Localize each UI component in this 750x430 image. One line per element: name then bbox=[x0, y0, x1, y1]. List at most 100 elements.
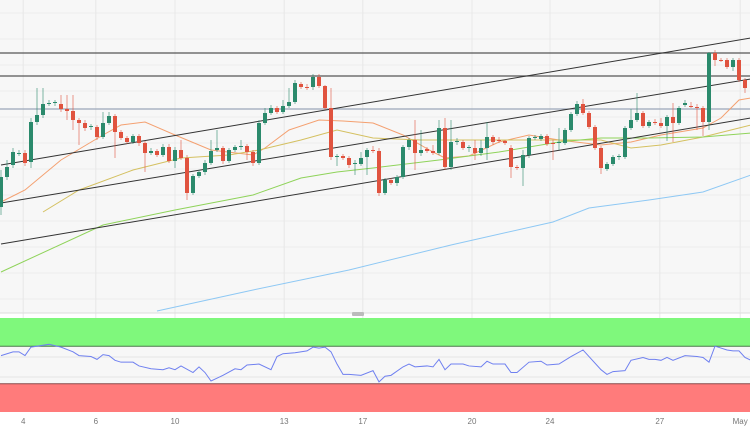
candle-bearish bbox=[221, 148, 225, 161]
trend-line bbox=[0, 78, 750, 204]
candle-bearish bbox=[113, 116, 117, 132]
candle-bearish bbox=[443, 128, 447, 167]
candle-bearish bbox=[371, 150, 375, 151]
candle-bullish bbox=[191, 176, 195, 193]
rsi-oversold-zone bbox=[0, 383, 750, 412]
candle-bullish bbox=[293, 83, 297, 102]
candle-bullish bbox=[401, 147, 405, 177]
candle-bearish bbox=[425, 149, 429, 151]
rsi-overbought-zone bbox=[0, 318, 750, 347]
candle-bearish bbox=[509, 148, 513, 167]
candle-bullish bbox=[485, 137, 489, 148]
x-tick-label: 4 bbox=[21, 417, 26, 426]
candle-bullish bbox=[647, 122, 651, 126]
candle-bullish bbox=[203, 163, 207, 172]
x-axis: 4 6 10 13 17 20 24 27 May bbox=[21, 417, 748, 426]
candle-bearish bbox=[551, 143, 555, 144]
x-tick-label: 6 bbox=[94, 417, 99, 426]
candle-bearish bbox=[653, 122, 657, 123]
candle-bearish bbox=[491, 137, 495, 142]
trend-line bbox=[0, 37, 750, 166]
candle-bearish bbox=[743, 80, 747, 88]
candle-bearish bbox=[473, 148, 477, 153]
rsi-line bbox=[0, 343, 750, 383]
candle-bearish bbox=[719, 60, 723, 61]
candle-bullish bbox=[359, 158, 363, 164]
x-tick-label: 13 bbox=[280, 417, 289, 426]
candle-bullish bbox=[233, 147, 237, 150]
candle-bearish bbox=[155, 151, 159, 155]
rsi-pane bbox=[0, 318, 750, 412]
candle-bullish bbox=[0, 177, 3, 207]
candle-bearish bbox=[83, 123, 87, 128]
candle-bullish bbox=[533, 137, 537, 138]
candle-bullish bbox=[257, 123, 261, 163]
candle-bearish bbox=[587, 113, 591, 127]
candle-bearish bbox=[299, 84, 303, 87]
candle-bearish bbox=[377, 151, 381, 193]
candle-bullish bbox=[29, 122, 33, 162]
x-tick-label: 27 bbox=[655, 417, 664, 426]
candle-bullish bbox=[215, 148, 219, 150]
candle-bullish bbox=[17, 153, 21, 154]
candle-bullish bbox=[437, 128, 441, 153]
candle-bearish bbox=[137, 136, 141, 143]
candle-bullish bbox=[89, 126, 93, 127]
candle-bearish bbox=[65, 109, 69, 111]
candle-bearish bbox=[713, 53, 717, 60]
candle-bullish bbox=[665, 117, 669, 126]
candle-bearish bbox=[671, 117, 675, 123]
candle-bearish bbox=[179, 150, 183, 158]
candle-bullish bbox=[605, 164, 609, 169]
candle-bullish bbox=[617, 156, 621, 157]
candle-bearish bbox=[659, 123, 663, 126]
candle-bullish bbox=[353, 163, 357, 164]
candle-bearish bbox=[329, 108, 333, 157]
candle-bearish bbox=[125, 138, 129, 142]
candle-bearish bbox=[701, 108, 705, 122]
candle-bullish bbox=[287, 102, 291, 106]
candle-bullish bbox=[383, 180, 387, 193]
candle-bullish bbox=[53, 102, 57, 103]
candle-bearish bbox=[689, 106, 693, 107]
candle-bullish bbox=[419, 150, 423, 153]
candle-bullish bbox=[449, 142, 453, 167]
candle-bullish bbox=[407, 140, 411, 147]
candle-bearish bbox=[581, 104, 585, 113]
candle-bearish bbox=[275, 108, 279, 112]
candle-bullish bbox=[5, 167, 9, 177]
candle-bearish bbox=[599, 148, 603, 168]
candle-bullish bbox=[479, 148, 483, 153]
candle-bullish bbox=[131, 136, 135, 142]
x-tick-label: May bbox=[733, 417, 748, 426]
candle-bullish bbox=[455, 141, 459, 142]
moving-average-line bbox=[156, 174, 750, 312]
candle-bullish bbox=[101, 123, 105, 137]
candle-bullish bbox=[11, 152, 15, 165]
candle-bullish bbox=[557, 142, 561, 143]
candle-bullish bbox=[269, 108, 273, 113]
x-tick-label: 24 bbox=[546, 417, 555, 426]
candle-bullish bbox=[365, 150, 369, 157]
candle-bearish bbox=[167, 147, 171, 161]
candle-bearish bbox=[725, 60, 729, 67]
candle-bearish bbox=[503, 141, 507, 143]
pane-resize-handle[interactable] bbox=[352, 312, 364, 316]
candle-bearish bbox=[593, 127, 597, 148]
candle-bullish bbox=[683, 103, 687, 105]
candle-bearish bbox=[461, 142, 465, 148]
candle-bearish bbox=[341, 156, 345, 158]
candle-bullish bbox=[197, 172, 201, 176]
candle-bearish bbox=[71, 111, 75, 120]
x-tick-label: 10 bbox=[171, 417, 180, 426]
candle-bullish bbox=[539, 136, 543, 139]
candle-bullish bbox=[731, 60, 735, 67]
candle-bullish bbox=[395, 177, 399, 183]
candles bbox=[0, 50, 747, 215]
x-tick-label: 20 bbox=[468, 417, 477, 426]
candle-bullish bbox=[707, 53, 711, 122]
candle-bullish bbox=[335, 156, 339, 157]
candle-bearish bbox=[251, 152, 255, 163]
